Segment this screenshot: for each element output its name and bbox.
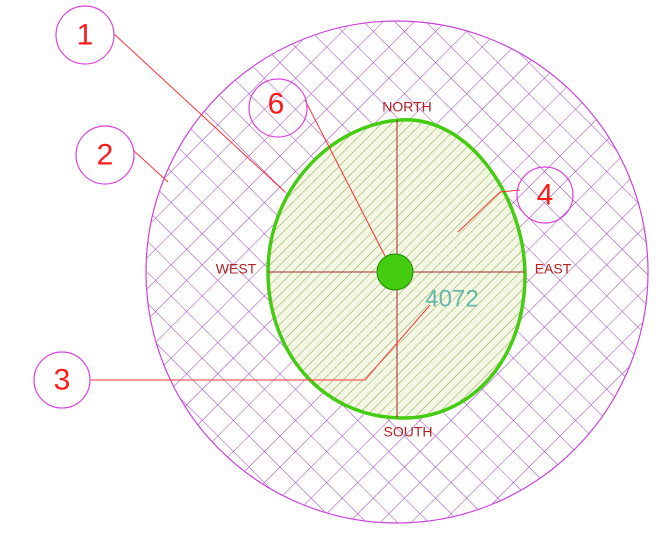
callout-circle xyxy=(33,351,91,409)
callout-number: 1 xyxy=(77,19,94,52)
leader-6 xyxy=(304,99,386,257)
leader-1 xyxy=(112,32,286,193)
callout-number: 2 xyxy=(97,139,114,172)
leader-4 xyxy=(457,189,521,233)
leader-3 xyxy=(90,304,431,381)
callout-number: 3 xyxy=(54,364,71,397)
center-point xyxy=(376,253,414,291)
leaders xyxy=(90,32,521,381)
east-label: EAST xyxy=(535,261,572,277)
leader-2 xyxy=(132,149,169,183)
south-label: SOUTH xyxy=(384,424,433,440)
west-label: WEST xyxy=(216,261,257,277)
center-label: 4072 xyxy=(425,285,478,312)
north-label: NORTH xyxy=(382,99,432,115)
callout-number: 6 xyxy=(268,88,285,121)
callout-circle xyxy=(75,125,135,185)
callout-number: 4 xyxy=(537,179,554,212)
callout-circle xyxy=(248,78,308,138)
callout-circle xyxy=(516,166,574,224)
callout-circle xyxy=(55,5,115,65)
